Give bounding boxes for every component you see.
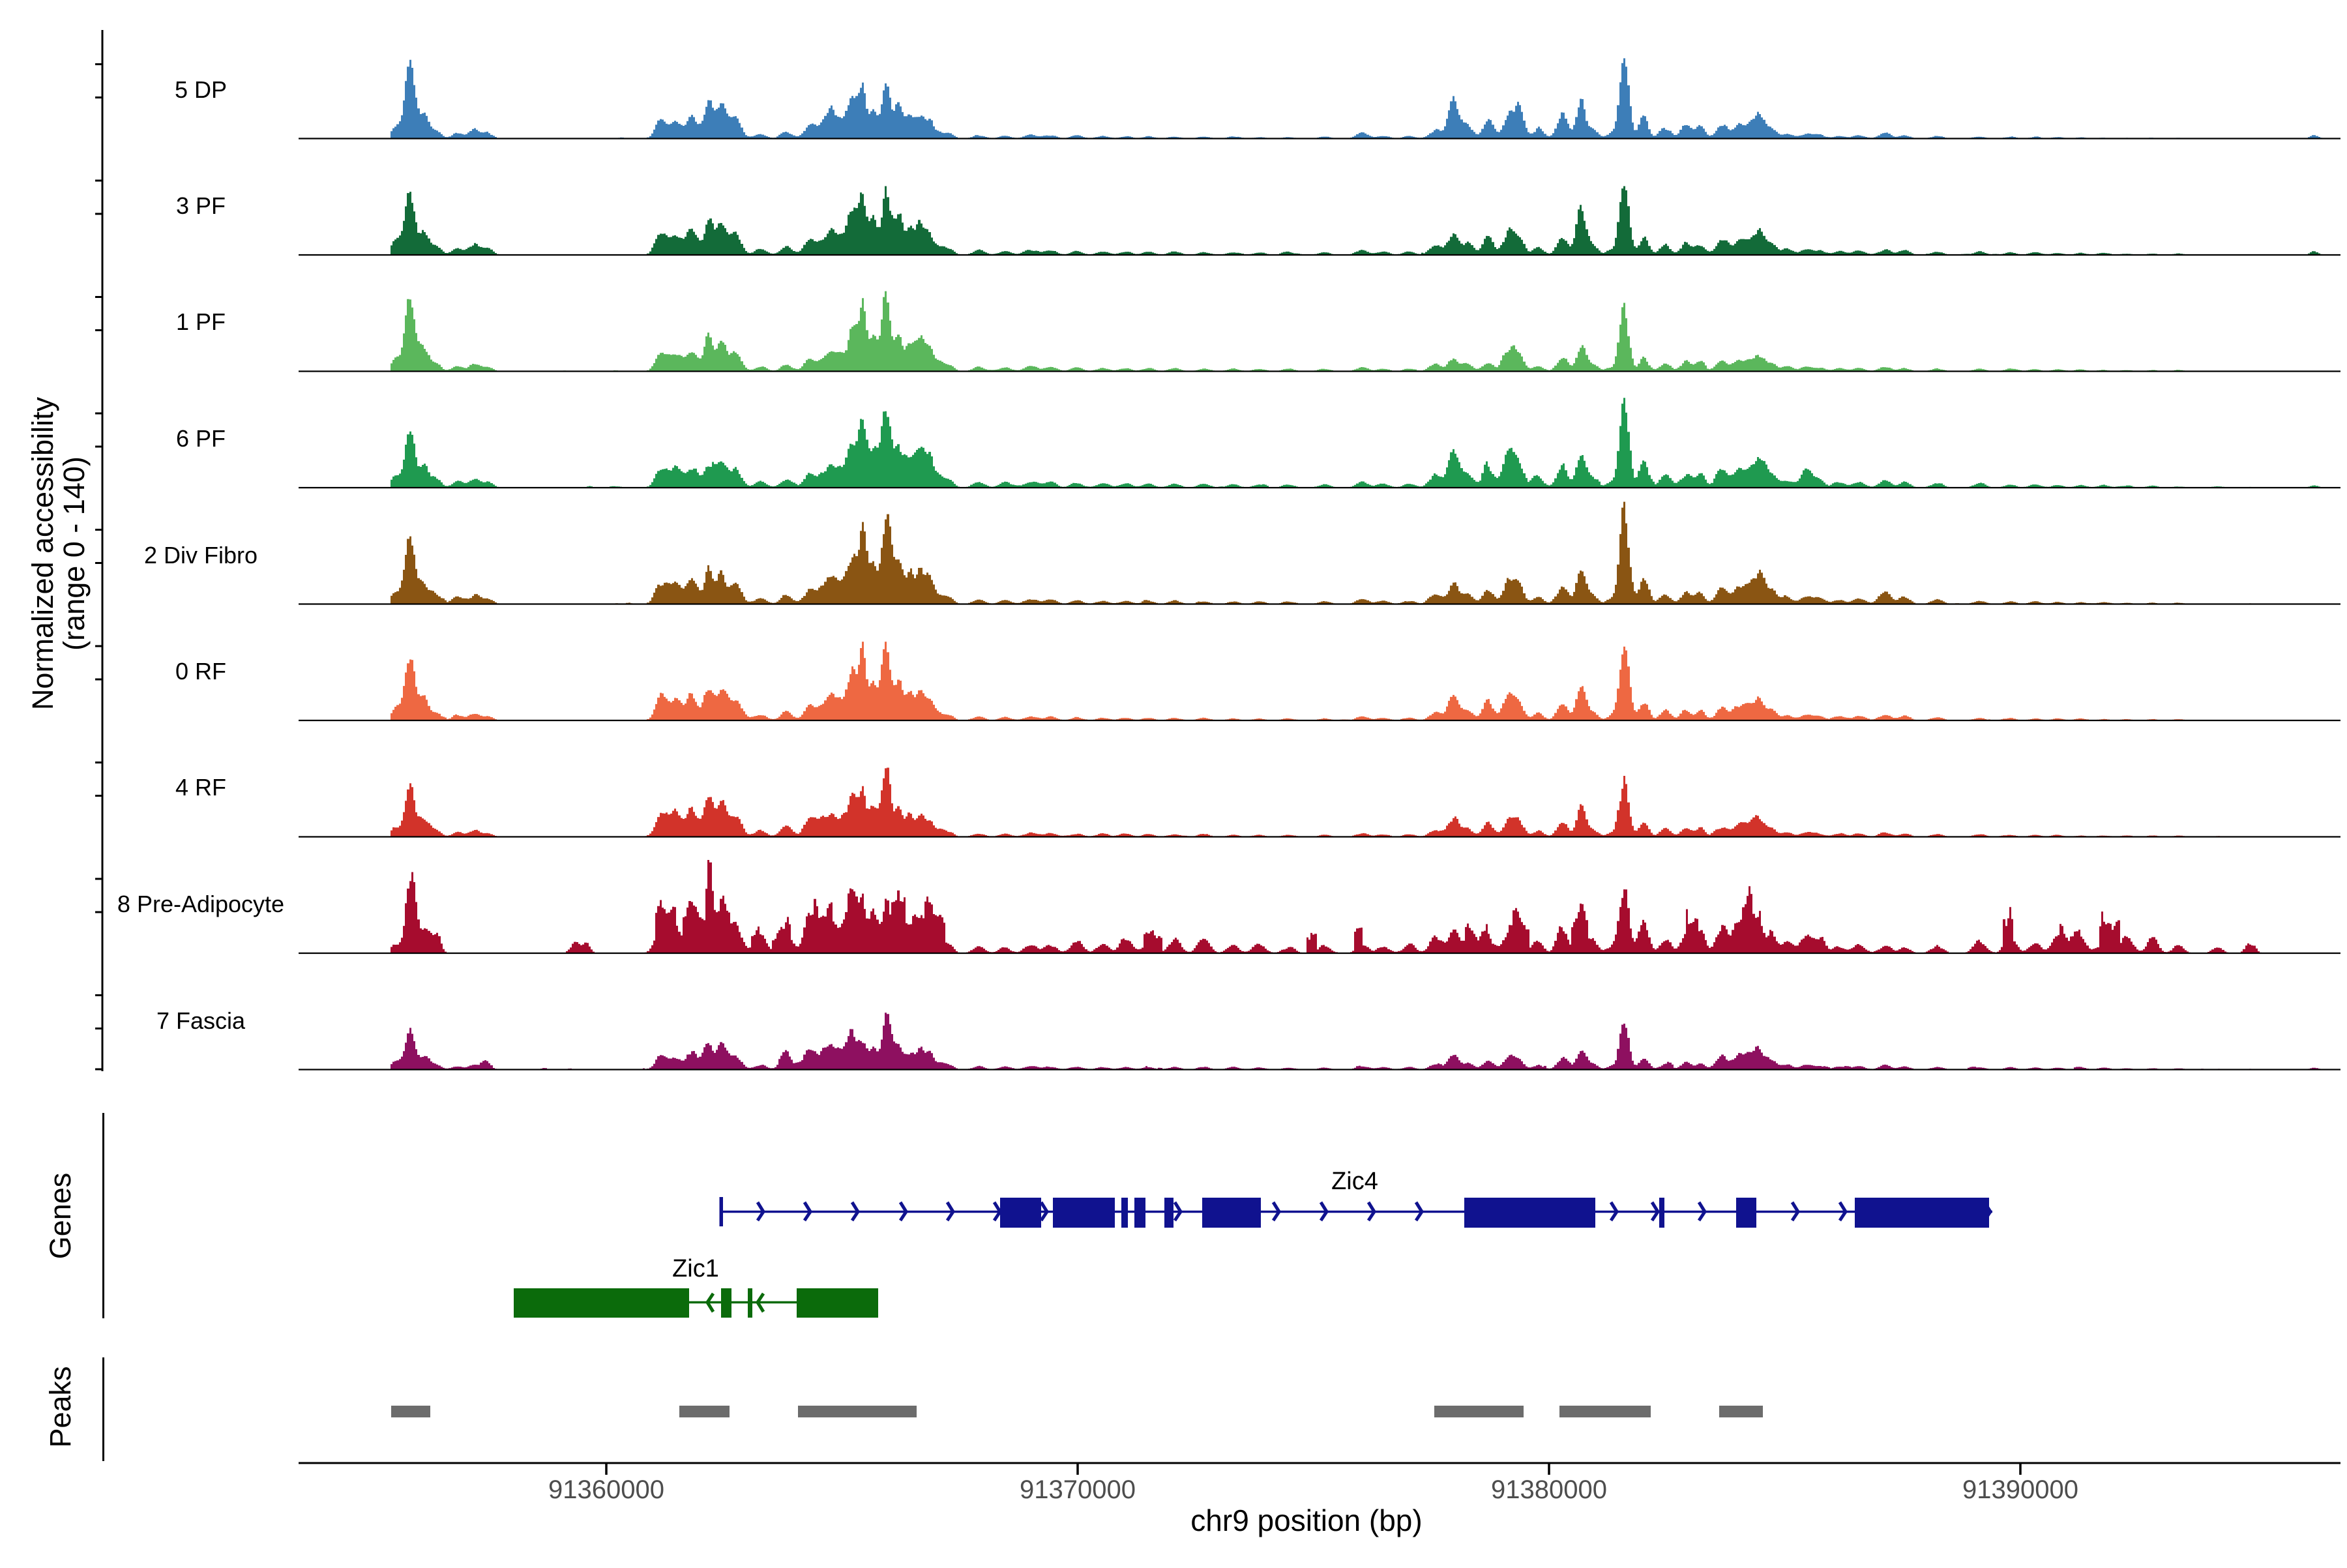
- svg-text:5 DP: 5 DP: [175, 76, 227, 103]
- svg-text:4 RF: 4 RF: [175, 774, 226, 801]
- svg-text:2 Div Fibro: 2 Div Fibro: [144, 542, 258, 569]
- svg-text:7 Fascia: 7 Fascia: [156, 1007, 246, 1034]
- svg-text:0 RF: 0 RF: [175, 658, 226, 685]
- svg-text:91360000: 91360000: [548, 1475, 664, 1504]
- svg-text:8 Pre-Adipocyte: 8 Pre-Adipocyte: [117, 891, 284, 917]
- svg-text:Zic4: Zic4: [1331, 1168, 1378, 1195]
- svg-text:91370000: 91370000: [1020, 1475, 1136, 1504]
- svg-text:Genes: Genes: [44, 1173, 77, 1260]
- svg-text:Normalized accessibility: Normalized accessibility: [26, 396, 59, 710]
- svg-text:(range 0 - 140): (range 0 - 140): [57, 456, 91, 651]
- svg-text:91390000: 91390000: [1962, 1475, 2078, 1504]
- svg-text:3 PF: 3 PF: [176, 192, 226, 219]
- svg-text:91380000: 91380000: [1491, 1475, 1607, 1504]
- svg-text:1 PF: 1 PF: [176, 308, 226, 335]
- svg-text:Peaks: Peaks: [44, 1366, 77, 1447]
- svg-text:chr9 position (bp): chr9 position (bp): [1190, 1503, 1422, 1537]
- svg-text:Zic1: Zic1: [672, 1255, 719, 1282]
- svg-text:6 PF: 6 PF: [176, 425, 226, 452]
